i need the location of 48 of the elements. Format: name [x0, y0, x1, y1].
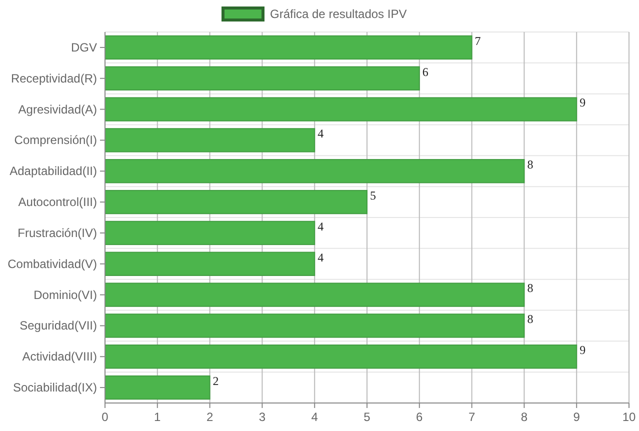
x-tick-label: 4: [311, 410, 318, 424]
bar: [104, 190, 368, 214]
x-tick-label: 0: [102, 410, 109, 424]
y-tick-label: Combatividad(V): [8, 256, 97, 271]
data-label: 8: [527, 312, 534, 326]
x-tick-label: 9: [573, 410, 580, 424]
y-tick-label: Adaptabilidad(II): [10, 164, 97, 178]
y-tick-label: Frustración(IV): [18, 226, 97, 240]
data-label: 2: [212, 374, 219, 388]
data-label: 5: [370, 188, 376, 202]
x-tick-label: 3: [258, 410, 266, 424]
bar: [104, 128, 316, 152]
data-label: 7: [474, 34, 481, 48]
bar: [104, 375, 210, 400]
data-label: 4: [318, 250, 324, 264]
bar: [104, 252, 316, 276]
legend-label: Gráfica de resultados IPV: [270, 7, 407, 21]
data-label: 9: [580, 343, 586, 358]
bar: [104, 35, 472, 60]
y-tick-label: Actividad(VIII): [22, 350, 97, 364]
y-tick-label: Receptividad(R): [10, 71, 97, 86]
x-tick-label: 10: [622, 410, 636, 424]
y-tick-label: Dominio(VI): [34, 288, 97, 302]
data-label: 6: [422, 64, 428, 79]
data-label: 4: [318, 126, 324, 141]
bar: [104, 97, 578, 122]
bar: [104, 159, 525, 184]
y-tick-label: Agresividad(A): [18, 102, 97, 116]
y-tick-label: DGV: [70, 40, 97, 54]
y-tick-label: Autocontrol(III): [18, 195, 97, 210]
data-label: 9: [580, 96, 586, 110]
y-tick-label: Comprensión(I): [14, 133, 97, 148]
bar: [104, 314, 525, 338]
x-tick-label: 2: [206, 410, 214, 424]
bar: [104, 66, 420, 90]
y-tick-label: Seguridad(VII): [20, 318, 97, 333]
x-tick-label: 8: [520, 410, 528, 424]
data-label: 8: [527, 158, 534, 172]
bar: [104, 344, 578, 369]
x-tick-label: 1: [154, 410, 162, 424]
bar: [104, 220, 316, 246]
bar: [104, 282, 525, 307]
x-tick-label: 6: [416, 410, 424, 424]
x-tick-label: 5: [364, 410, 371, 424]
data-label: 4: [318, 219, 324, 234]
data-label: 8: [527, 281, 534, 296]
y-tick-label: Sociabilidad(IX): [12, 380, 97, 395]
x-tick-label: 7: [468, 410, 476, 424]
